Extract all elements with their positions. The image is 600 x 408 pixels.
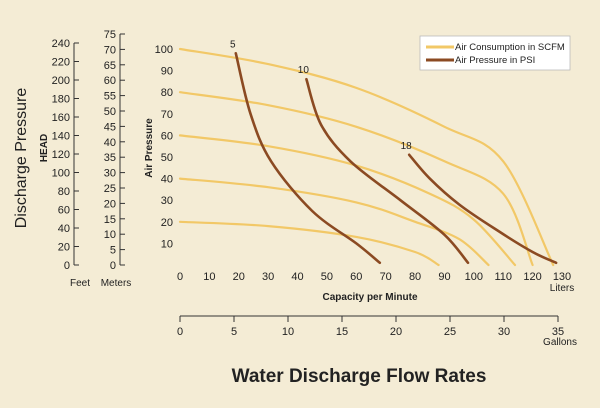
chart-title: Water Discharge Flow Rates (232, 366, 487, 387)
liters-tick-label: 10 (203, 271, 215, 283)
feet-tick-label: 160 (52, 112, 70, 124)
meters-tick-label: 10 (104, 229, 116, 241)
air-pressure-tick-label: 90 (161, 66, 173, 78)
feet-tick-label: 220 (52, 57, 70, 69)
meters-label: Meters (101, 278, 132, 289)
gallons-tick-label: 0 (177, 326, 183, 338)
feet-tick-label: 100 (52, 168, 70, 180)
feet-tick-label: 40 (58, 223, 70, 235)
legend-label-psi: Air Pressure in PSI (455, 55, 535, 66)
liters-tick-label: 110 (494, 271, 512, 283)
feet-label: Feet (70, 278, 90, 289)
feet-tick-label: 80 (58, 186, 70, 198)
scfm-curve (178, 177, 490, 267)
air-pressure-tick-label: 100 (155, 44, 173, 56)
feet-tick-label: 20 (58, 242, 70, 254)
liters-tick-label: 120 (523, 271, 541, 283)
psi-curve (407, 153, 558, 265)
liters-tick-label: 0 (177, 271, 183, 283)
meters-tick-label: 45 (104, 121, 116, 133)
psi-curve-label: 18 (401, 141, 413, 152)
psi-curve-label: 5 (230, 39, 236, 50)
gallons-tick-label: 25 (444, 326, 456, 338)
meters-tick-label: 60 (104, 75, 116, 87)
legend-box (419, 35, 571, 71)
scfm-curve (178, 47, 555, 267)
gallons-tick-label: 35 (552, 326, 564, 338)
liters-tick-label: 30 (262, 271, 274, 283)
liters-tick-label: 100 (465, 271, 483, 283)
meters-tick-label: 40 (104, 137, 116, 149)
scfm-curve (178, 220, 440, 267)
air-pressure-tick-label: 80 (161, 87, 173, 99)
liters-tick-label: 20 (233, 271, 245, 283)
gallons-label: Gallons (543, 337, 577, 348)
discharge-pressure-label: Discharge Pressure (13, 88, 30, 229)
meters-tick-label: 55 (104, 91, 116, 103)
air-pressure-tick-label: 20 (161, 217, 173, 229)
air-pressure-tick-label: 40 (161, 174, 173, 186)
meters-tick-label: 70 (104, 44, 116, 56)
meters-tick-label: 5 (110, 245, 116, 257)
gallons-tick-label: 15 (336, 326, 348, 338)
gallons-tick-label: 30 (498, 326, 510, 338)
psi-curve (234, 52, 382, 265)
air-pressure-tick-label: 60 (161, 130, 173, 142)
gallons-tick-label: 20 (390, 326, 402, 338)
feet-tick-label: 200 (52, 75, 70, 87)
air-pressure-tick-label: 30 (161, 195, 173, 207)
air-pressure-axis-title: Air Pressure (144, 118, 155, 178)
legend-label-scfm: Air Consumption in SCFM (455, 42, 565, 53)
gallons-tick-label: 5 (231, 326, 237, 338)
x-axis-title: Capacity per Minute (322, 292, 417, 303)
liters-tick-label: 40 (291, 271, 303, 283)
air-pressure-tick-label: 70 (161, 109, 173, 121)
psi-curve-label: 10 (298, 65, 310, 76)
scfm-curve (178, 91, 534, 267)
feet-tick-label: 120 (52, 149, 70, 161)
meters-tick-label: 15 (104, 214, 116, 226)
liters-tick-label: 80 (409, 271, 421, 283)
liters-tick-label: 50 (321, 271, 333, 283)
liters-tick-label: 90 (438, 271, 450, 283)
liters-tick-label: 130 (553, 271, 571, 283)
legend: Air Consumption in SCFM Air Pressure in … (419, 35, 571, 71)
gallons-tick-label: 10 (282, 326, 294, 338)
meters-tick-label: 35 (104, 152, 116, 164)
feet-tick-label: 140 (52, 131, 70, 143)
feet-tick-label: 240 (52, 38, 70, 50)
meters-tick-label: 0 (110, 260, 116, 272)
meters-tick-label: 65 (104, 60, 116, 72)
air-pressure-tick-label: 50 (161, 152, 173, 164)
air-pressure-tick-label: 10 (161, 238, 173, 250)
meters-tick-label: 20 (104, 198, 116, 210)
scfm-curve (178, 134, 517, 267)
feet-tick-label: 0 (64, 260, 70, 272)
head-label: HEAD (39, 134, 50, 162)
liters-tick-label: 60 (350, 271, 362, 283)
liters-tick-label: 70 (380, 271, 392, 283)
feet-tick-label: 180 (52, 94, 70, 106)
liters-label: Liters (550, 283, 574, 294)
feet-tick-label: 60 (58, 205, 70, 217)
meters-tick-label: 75 (104, 29, 116, 41)
psi-curve (305, 77, 470, 265)
meters-tick-label: 30 (104, 168, 116, 180)
meters-tick-label: 50 (104, 106, 116, 118)
meters-tick-label: 25 (104, 183, 116, 195)
